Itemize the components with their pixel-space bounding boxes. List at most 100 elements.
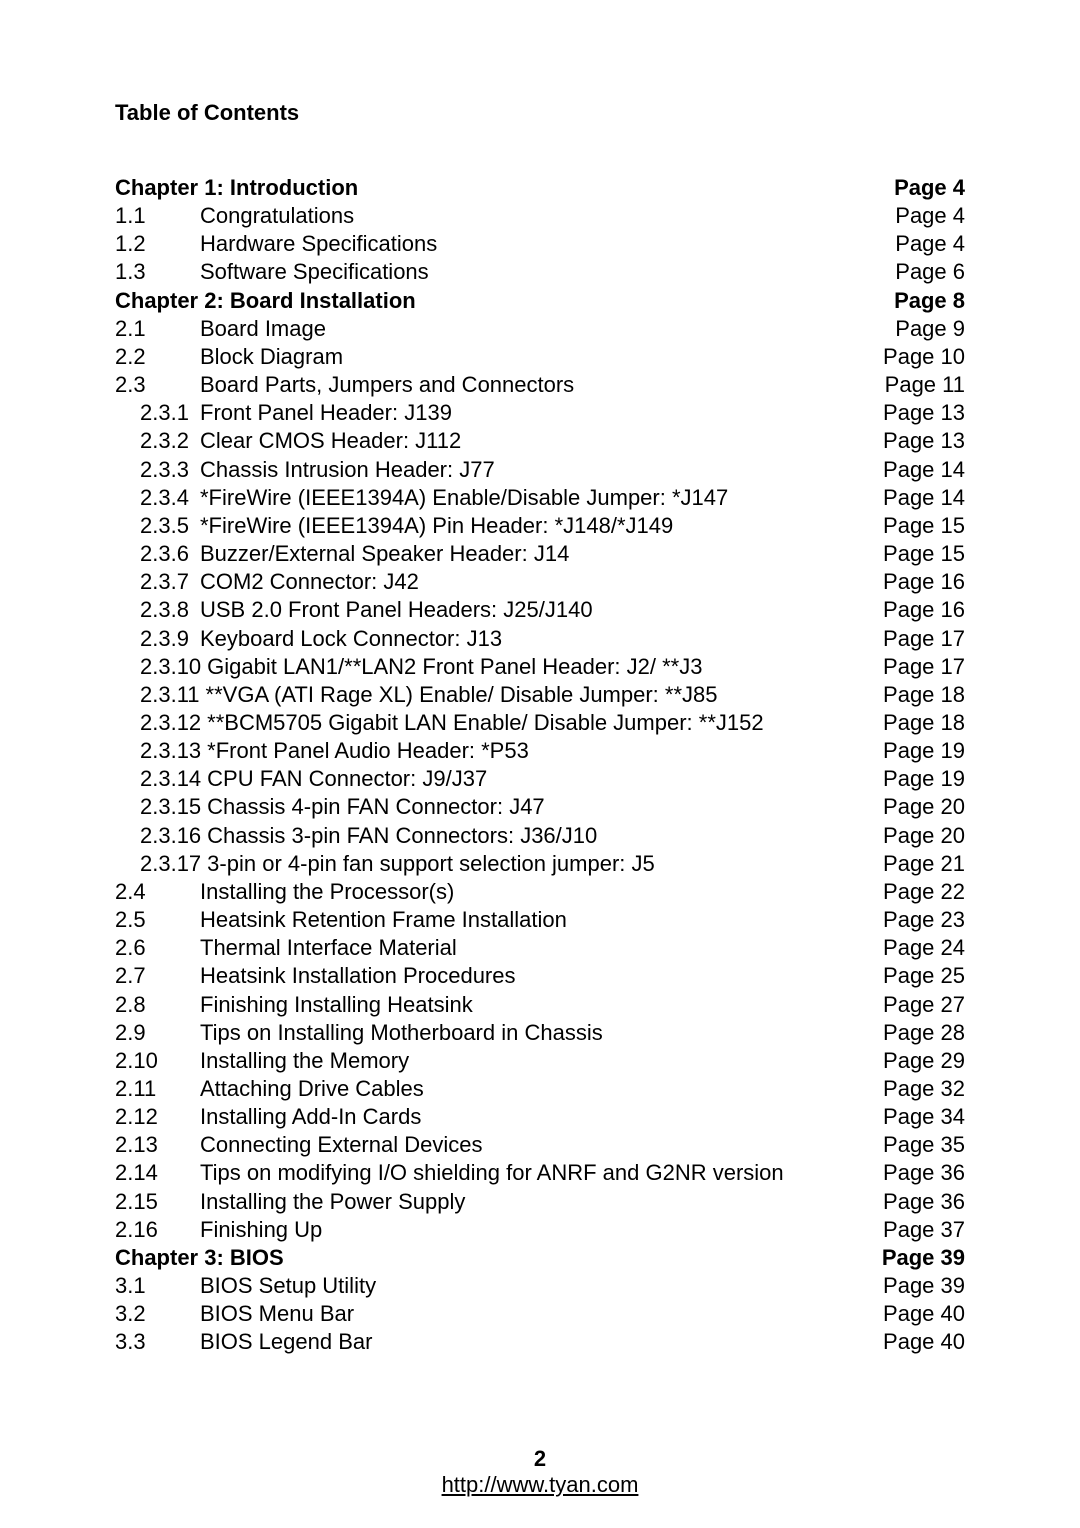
toc-entry-number: 2.14 <box>115 1159 200 1187</box>
toc-entry: 2.15Installing the Power SupplyPage 36 <box>115 1188 965 1216</box>
toc-entry-number: 2.13 <box>115 1131 200 1159</box>
toc-entry-text: Heatsink Retention Frame Installation <box>200 906 883 934</box>
toc-entry: 2.12Installing Add-In CardsPage 34 <box>115 1103 965 1131</box>
toc-entry: 3.1BIOS Setup UtilityPage 39 <box>115 1272 965 1300</box>
toc-entry-number: 2.8 <box>115 991 200 1019</box>
toc-entry-text: Chapter 3: BIOS <box>115 1244 882 1272</box>
toc-entry-page: Page 20 <box>883 793 965 821</box>
toc-entry: 2.10Installing the MemoryPage 29 <box>115 1047 965 1075</box>
toc-entry-page: Page 18 <box>883 709 965 737</box>
toc-entry-text: *FireWire (IEEE1394A) Pin Header: *J148/… <box>200 512 883 540</box>
toc-entry-number: 2.7 <box>115 962 200 990</box>
toc-entry-number: 1.2 <box>115 230 200 258</box>
toc-entry-text: Finishing Up <box>200 1216 883 1244</box>
toc-entry: 2.5Heatsink Retention Frame Installation… <box>115 906 965 934</box>
toc-entry: 2.3.7COM2 Connector: J42Page 16 <box>115 568 965 596</box>
toc-entry-page: Page 40 <box>883 1328 965 1356</box>
toc-entry-page: Page 13 <box>883 399 965 427</box>
toc-entry: 2.3.6Buzzer/External Speaker Header: J14… <box>115 540 965 568</box>
toc-entry: 1.1CongratulationsPage 4 <box>115 202 965 230</box>
toc-entry-page: Page 37 <box>883 1216 965 1244</box>
toc-entry-text: Chassis 3-pin FAN Connectors: J36/J10 <box>207 822 883 850</box>
toc-entry: 2.3.173-pin or 4-pin fan support selecti… <box>115 850 965 878</box>
toc-entry-number: 2.5 <box>115 906 200 934</box>
toc-entry: 1.2 Hardware SpecificationsPage 4 <box>115 230 965 258</box>
toc-entry-page: Page 25 <box>883 962 965 990</box>
toc-entry-page: Page 39 <box>883 1272 965 1300</box>
toc-entry: 2.11Attaching Drive CablesPage 32 <box>115 1075 965 1103</box>
toc-entry-number: 2.3.17 <box>115 850 207 878</box>
toc-entry: 2.7Heatsink Installation ProceduresPage … <box>115 962 965 990</box>
toc-entry-text: Chapter 1: Introduction <box>115 174 894 202</box>
toc-entry-page: Page 14 <box>883 456 965 484</box>
toc-entry-page: Page 20 <box>883 822 965 850</box>
toc-entry-number: 2.3.15 <box>115 793 207 821</box>
toc-entry-page: Page 36 <box>883 1188 965 1216</box>
toc-entry-number: 2.10 <box>115 1047 200 1075</box>
toc-entry-number: 2.3.3 <box>115 456 200 484</box>
toc-entry: 2.3.11**VGA (ATI Rage XL) Enable/ Disabl… <box>115 681 965 709</box>
toc-entry-number: 2.3.2 <box>115 427 200 455</box>
toc-entry-text: Finishing Installing Heatsink <box>200 991 883 1019</box>
toc-entry-page: Page 6 <box>895 258 965 286</box>
toc-entry-page: Page 39 <box>882 1244 965 1272</box>
toc-entry-number: 2.11 <box>115 1075 200 1103</box>
toc-entry-number: 2.12 <box>115 1103 200 1131</box>
toc-entry-text: COM2 Connector: J42 <box>200 568 883 596</box>
toc-entry-page: Page 24 <box>883 934 965 962</box>
toc-entry-text: Tips on Installing Motherboard in Chassi… <box>200 1019 883 1047</box>
toc-entry-number: 2.3.8 <box>115 596 200 624</box>
toc-entry: 2.3.12**BCM5705 Gigabit LAN Enable/ Disa… <box>115 709 965 737</box>
footer-url: http://www.tyan.com <box>0 1472 1080 1498</box>
toc-entry-page: Page 4 <box>895 230 965 258</box>
toc-entry-text: Thermal Interface Material <box>200 934 883 962</box>
toc-entry-text: Chassis Intrusion Header: J77 <box>200 456 883 484</box>
toc-entry: Chapter 1: IntroductionPage 4 <box>115 174 965 202</box>
page-footer: 2 http://www.tyan.com <box>0 1446 1080 1498</box>
toc-entry-text: *FireWire (IEEE1394A) Enable/Disable Jum… <box>200 484 883 512</box>
page-title: Table of Contents <box>115 100 965 126</box>
toc-entry-text: Chassis 4-pin FAN Connector: J47 <box>207 793 883 821</box>
toc-entry-text: BIOS Menu Bar <box>200 1300 883 1328</box>
toc-entry-text: USB 2.0 Front Panel Headers: J25/J140 <box>200 596 883 624</box>
toc-entry: 2.3.15Chassis 4-pin FAN Connector: J47Pa… <box>115 793 965 821</box>
toc-entry-number: 2.3 <box>115 371 200 399</box>
toc-entry-text: Block Diagram <box>200 343 883 371</box>
toc-entry-number: 1.3 <box>115 258 200 286</box>
toc-entry-page: Page 9 <box>895 315 965 343</box>
toc-entry: 2.13Connecting External DevicesPage 35 <box>115 1131 965 1159</box>
toc-entry-page: Page 15 <box>883 540 965 568</box>
toc-entry-text: Buzzer/External Speaker Header: J14 <box>200 540 883 568</box>
toc-entry-text: Gigabit LAN1/**LAN2 Front Panel Header: … <box>207 653 883 681</box>
toc-entry-number: 3.1 <box>115 1272 200 1300</box>
toc-entry-text: Board Parts, Jumpers and Connectors <box>200 371 885 399</box>
toc-entry: 2.3.2Clear CMOS Header: J112Page 13 <box>115 427 965 455</box>
toc-entry-number: 2.3.16 <box>115 822 207 850</box>
toc-entry-number: 2.2 <box>115 343 200 371</box>
toc-entry-text: Installing the Power Supply <box>200 1188 883 1216</box>
toc-entry-page: Page 21 <box>883 850 965 878</box>
toc-entry-page: Page 11 <box>885 371 965 399</box>
toc-entry-text: Software Specifications <box>200 258 895 286</box>
toc-entry-page: Page 17 <box>883 625 965 653</box>
toc-entry: 3.2BIOS Menu BarPage 40 <box>115 1300 965 1328</box>
toc-entry: 2.6Thermal Interface MaterialPage 24 <box>115 934 965 962</box>
toc-entry-text: BIOS Legend Bar <box>200 1328 883 1356</box>
toc-entry-number: 2.9 <box>115 1019 200 1047</box>
toc-entry-number: 3.3 <box>115 1328 200 1356</box>
toc-entry-number: 2.6 <box>115 934 200 962</box>
toc-entry: 2.3.16Chassis 3-pin FAN Connectors: J36/… <box>115 822 965 850</box>
toc-entry-text: Hardware Specifications <box>200 230 895 258</box>
toc-entry-page: Page 10 <box>883 343 965 371</box>
toc-entry-number: 2.3.6 <box>115 540 200 568</box>
toc-entry: 2.3.10Gigabit LAN1/**LAN2 Front Panel He… <box>115 653 965 681</box>
toc-entry: 2.3.9Keyboard Lock Connector: J13Page 17 <box>115 625 965 653</box>
toc-entry-page: Page 36 <box>883 1159 965 1187</box>
toc-entry: 2.3.5*FireWire (IEEE1394A) Pin Header: *… <box>115 512 965 540</box>
toc-entry: Chapter 2: Board InstallationPage 8 <box>115 287 965 315</box>
toc-entry-number: 2.15 <box>115 1188 200 1216</box>
toc-entry-text: Installing the Processor(s) <box>200 878 883 906</box>
toc-entry-page: Page 14 <box>883 484 965 512</box>
toc-entry-number: 2.3.10 <box>115 653 207 681</box>
toc-entry-number: 2.3.14 <box>115 765 207 793</box>
